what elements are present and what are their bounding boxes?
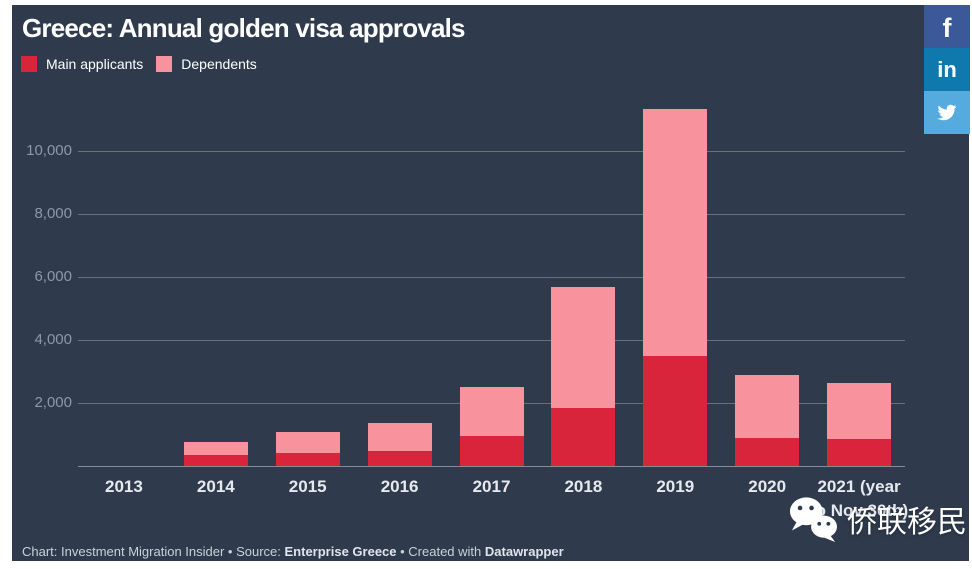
x-tick-label-2015: 2015 [288,477,327,496]
gridline-6,000 [78,277,905,278]
chart-card: Greece: Annual golden visa approvals Mai… [12,5,969,561]
share-bar: f in [924,5,970,134]
bar-2014-main-applicants [183,455,248,466]
legend-label-dependents: Dependents [181,56,257,72]
chart-footer: Chart: Investment Migration Insider • So… [22,544,564,559]
x-tick-label-2018: 2018 [564,477,603,496]
bar-2020-dependents [735,375,800,438]
bar-2015-dependents [275,432,340,453]
bar-2020-main-applicants [735,438,800,466]
x-tick-label-2014: 2014 [196,477,235,496]
legend-swatch-main-applicants [21,56,37,72]
bar-2016-dependents [367,423,432,451]
bar-2018-dependents [551,287,616,408]
footer-tool-name: Datawrapper [484,544,564,559]
linkedin-share-button[interactable]: in [924,48,970,91]
x-tick-label-2017: 2017 [472,477,511,496]
bar-2016-main-applicants [367,451,432,466]
bar-2019-main-applicants [643,356,708,466]
linkedin-icon: in [937,56,957,82]
footer-source-name: Enterprise Greece [284,544,397,559]
bar-2015-main-applicants [275,453,340,466]
y-tick-label: 8,000 [34,205,72,222]
gridline-4,000 [78,340,905,341]
facebook-share-button[interactable]: f [924,5,970,48]
bar-2021-main-applicants [827,439,892,466]
twitter-share-button[interactable] [924,91,970,134]
bar-2014-dependents [183,442,248,455]
legend-swatch-dependents [156,56,173,72]
footer-credit-text: Chart: Investment Migration Insider • So… [22,544,285,559]
bar-2017-main-applicants [459,436,524,466]
wechat-watermark: 侨联移民 [786,495,967,543]
bar-2017-dependents [459,387,524,436]
footer-created-with-text: • Created with [396,544,485,559]
x-tick-label-2013: 2013 [105,477,143,496]
x-tick-label-2019: 2019 [656,477,695,496]
y-tick-label: 2,000 [34,394,72,411]
legend-label-main-applicants: Main applicants [46,56,144,72]
x-tick-label-2021: 2021 (year to Nov 30th) [810,477,909,520]
wechat-icon [789,497,837,543]
legend: Main applicants Dependents [21,56,257,72]
x-tick-label-2020: 2020 [748,477,787,496]
bar-2018-main-applicants [551,408,616,466]
gridline-8,000 [78,214,905,215]
watermark-text: 侨联移民 [847,506,967,539]
y-tick-label: 10,000 [26,142,72,159]
x-tick-label-2016: 2016 [380,477,419,496]
gridline-10,000 [78,151,905,152]
y-tick-label: 6,000 [34,268,72,285]
x-axis-baseline [78,466,905,467]
facebook-icon: f [942,13,952,43]
y-tick-label: 4,000 [34,331,72,348]
plot-area: 2,000 4,000 6,000 8,000 10,000 2013 2014 2015 20… [12,5,969,561]
twitter-bird-icon [937,104,957,121]
bar-2021-dependents [827,383,892,439]
bar-2019-dependents [643,109,708,356]
chart-title: Greece: Annual golden visa approvals [22,13,466,43]
